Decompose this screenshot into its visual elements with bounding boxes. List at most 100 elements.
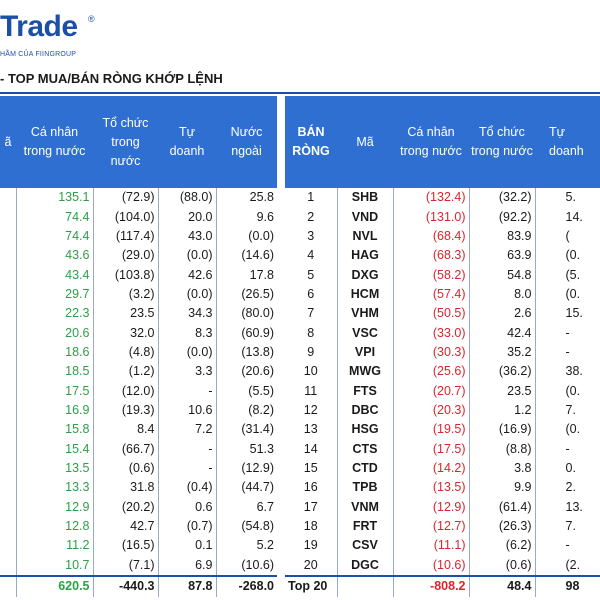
sell-cell-code: VND bbox=[336, 207, 393, 227]
buy-cell-code bbox=[0, 556, 16, 576]
buy-cell-proprietary: - bbox=[157, 439, 216, 459]
buy-cell-proprietary: 42.6 bbox=[157, 265, 216, 285]
sell-header-institution: Tổ chức trong nước bbox=[469, 96, 535, 188]
buy-cell-proprietary: 6.9 bbox=[157, 555, 216, 576]
buy-cell-institution: (72.9) bbox=[92, 188, 158, 208]
sell-cell-institution: (6.2) bbox=[468, 536, 535, 556]
buy-cell-individual: 13.5 bbox=[15, 458, 93, 479]
sell-cell-individual: (11.1) bbox=[392, 536, 469, 556]
sell-cell-code: VSC bbox=[336, 323, 393, 343]
buy-cell-proprietary: 43.0 bbox=[157, 226, 216, 247]
buy-cell-code bbox=[0, 207, 16, 226]
sell-cell-individual: (19.5) bbox=[392, 420, 469, 440]
buy-cell-proprietary: 34.3 bbox=[157, 304, 216, 324]
buy-cell-proprietary: - bbox=[157, 458, 216, 479]
sell-cell-rank: 11 bbox=[304, 383, 318, 398]
buy-cell-code bbox=[0, 323, 16, 342]
buy-cell-code bbox=[0, 265, 16, 284]
buy-cell-code bbox=[0, 536, 16, 555]
sell-cell-institution: 8.0 bbox=[468, 284, 535, 305]
buy-cell-foreign: (80.0) bbox=[215, 304, 277, 324]
sell-cell-individual: (58.2) bbox=[392, 265, 469, 285]
sell-cell-code: MWG bbox=[336, 362, 393, 382]
sell-cell-rank: 17 bbox=[303, 499, 318, 514]
buy-cell-individual: 18.6 bbox=[15, 342, 93, 363]
buy-cell-foreign: 25.8 bbox=[215, 188, 277, 208]
buy-cell-proprietary: 8.3 bbox=[157, 323, 216, 343]
buy-cell-foreign: (54.8) bbox=[215, 516, 277, 537]
buy-cell-foreign: (8.2) bbox=[215, 400, 277, 421]
buy-cell-individual: 15.4 bbox=[15, 439, 93, 459]
sell-cell-individual: (68.4) bbox=[392, 226, 469, 247]
buy-header-foreign: Nước ngoài bbox=[216, 96, 277, 188]
table-row: 20.6 32.0 8.3 (60.9) bbox=[0, 323, 277, 343]
table-row: 20 DGC (10.6) (0.6) (2. bbox=[285, 555, 600, 576]
table-row: 9 VPI (30.3) 35.2- bbox=[285, 342, 600, 363]
table-row: 15 CTD (14.2) 3.8 0. bbox=[285, 458, 600, 479]
sell-cell-individual: (10.6) bbox=[392, 555, 469, 576]
buy-cell-institution: (103.8) bbox=[92, 265, 158, 285]
sell-cell-institution: 3.8 bbox=[468, 458, 535, 479]
table-row: 17.5 (12.0) - (5.5) bbox=[0, 381, 277, 401]
sell-cell-rank: 18 bbox=[303, 519, 318, 534]
buy-header-individual: Cá nhân trong nước bbox=[16, 96, 93, 188]
sell-total-institution: 48.4 bbox=[468, 574, 535, 597]
buy-cell-foreign: (26.5) bbox=[215, 284, 277, 305]
buy-cell-proprietary: 7.2 bbox=[157, 420, 216, 440]
table-row: 10.7 (7.1) 6.9 (10.6) bbox=[0, 555, 277, 576]
sell-cell-proprietary: ( bbox=[534, 226, 600, 247]
table-row: 14 CTS (17.5) (8.8) - bbox=[285, 439, 600, 459]
sell-cell-proprietary: - bbox=[534, 536, 600, 556]
net-sell-table: BÁN RÒNG Mã Cá nhân trong nước Tổ chức t… bbox=[285, 96, 600, 597]
sell-cell-rank: 1 bbox=[307, 190, 315, 205]
sell-cell-institution: (36.2) bbox=[468, 362, 535, 382]
sell-cell-individual: (132.4) bbox=[392, 188, 469, 208]
buy-cell-institution: (20.2) bbox=[92, 497, 158, 517]
sell-cell-individual: (25.6) bbox=[392, 362, 469, 382]
buy-cell-institution: (117.4) bbox=[92, 226, 158, 247]
table-row: 13.3 31.8 (0.4) (44.7) bbox=[0, 478, 277, 498]
sell-cell-institution: (16.9) bbox=[468, 420, 535, 440]
table-row: 7 VHM (50.5) 2.6 15. bbox=[285, 304, 600, 324]
buy-cell-proprietary: (0.0) bbox=[157, 246, 216, 266]
buy-cell-individual: 18.5 bbox=[15, 362, 93, 382]
buy-cell-institution: (16.5) bbox=[92, 536, 158, 556]
sell-header-individual: Cá nhân trong nước bbox=[393, 96, 469, 188]
buy-cell-individual: 74.4 bbox=[15, 226, 93, 247]
sell-cell-proprietary: (0. bbox=[534, 420, 600, 440]
sell-cell-individual: (14.2) bbox=[392, 458, 469, 479]
sell-cell-code: HCM bbox=[336, 284, 393, 305]
buy-cell-code bbox=[0, 362, 16, 381]
buy-cell-institution: (19.3) bbox=[92, 400, 158, 421]
sell-header-rank: BÁN RÒNG bbox=[285, 96, 337, 188]
sell-header-proprietary: Tự doanh bbox=[535, 96, 600, 188]
sell-cell-individual: (12.9) bbox=[392, 497, 469, 517]
table-row: 43.4 (103.8) 42.6 17.8 bbox=[0, 265, 277, 285]
buy-cell-individual: 12.8 bbox=[15, 516, 93, 537]
sell-cell-proprietary: 38. bbox=[534, 362, 600, 382]
sell-cell-rank: 10 bbox=[303, 364, 318, 379]
table-row: 2 VND (131.0) (92.2) 14. bbox=[285, 207, 600, 227]
buy-cell-institution: (0.6) bbox=[92, 458, 158, 479]
table-row: 10 MWG (25.6) (36.2) 38. bbox=[285, 362, 600, 382]
buy-cell-individual: 13.3 bbox=[15, 478, 93, 498]
buy-cell-institution: (1.2) bbox=[92, 362, 158, 382]
sell-cell-rank: 8 bbox=[307, 325, 315, 340]
sell-cell-individual: (50.5) bbox=[392, 304, 469, 324]
buy-cell-code bbox=[0, 246, 16, 265]
sell-cell-proprietary: (2. bbox=[534, 555, 600, 576]
table-row: 18.5 (1.2) 3.3 (20.6) bbox=[0, 362, 277, 382]
buy-cell-code bbox=[0, 420, 16, 439]
buy-cell-individual: 12.9 bbox=[15, 497, 93, 517]
sell-cell-proprietary: - bbox=[534, 323, 600, 343]
buy-cell-individual: 17.5 bbox=[15, 381, 93, 401]
buy-cell-individual: 22.3 bbox=[15, 304, 93, 324]
sell-cell-code: CTD bbox=[336, 458, 393, 479]
sell-cell-institution: 23.5 bbox=[468, 381, 535, 401]
buy-cell-institution: (66.7) bbox=[92, 439, 158, 459]
sell-cell-proprietary: 7. bbox=[534, 400, 600, 421]
buy-total-institution: -440.3 bbox=[92, 574, 158, 597]
sell-cell-rank: 9 bbox=[307, 344, 315, 359]
buy-cell-foreign: (20.6) bbox=[215, 362, 277, 382]
sell-cell-institution: 9.9 bbox=[468, 478, 535, 498]
